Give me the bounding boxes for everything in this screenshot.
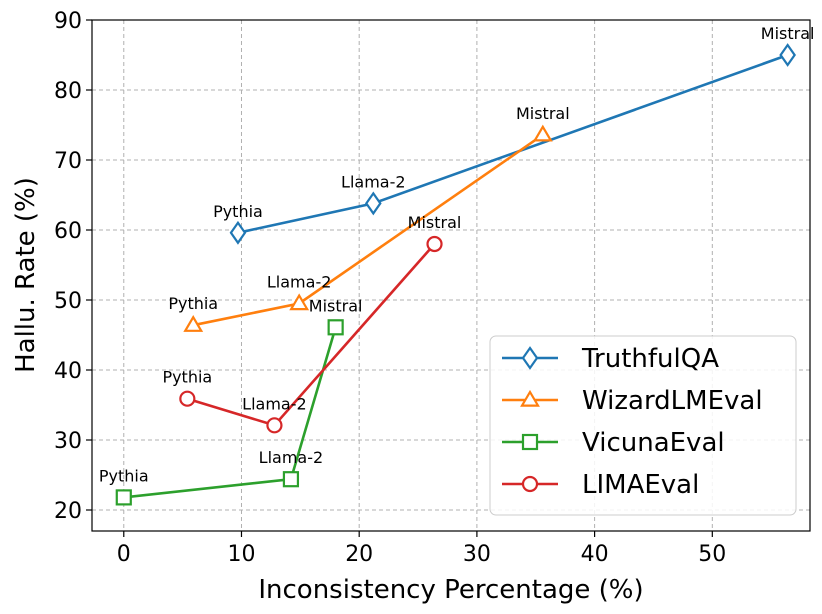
legend-box: [489, 335, 797, 516]
x-tick-label: 40: [581, 542, 609, 567]
series-line-truthfulqa: [237, 53, 789, 235]
data-point-vicunaeval: [327, 319, 344, 336]
data-point-truthfulqa: [229, 220, 247, 245]
x-tick-label: 0: [117, 542, 131, 567]
point-label: Mistral: [761, 24, 815, 43]
point-label: Llama-2: [259, 448, 324, 467]
series-limaeval: [179, 235, 443, 434]
legend-marker: [521, 433, 539, 451]
series-vicunaeval: [115, 319, 344, 506]
data-point-vicunaeval: [115, 489, 132, 506]
point-label: Llama-2: [267, 273, 332, 292]
x-tick-label: 30: [463, 542, 491, 567]
series-wizardlmeval: [183, 124, 553, 332]
axis-ticks: 0 10 20 30 40 50 20 30 40 50 60 70 80 90: [54, 9, 726, 567]
legend-label: LIMAEval: [582, 470, 699, 500]
data-point-truthfulqa: [779, 43, 796, 67]
data-point-truthfulqa: [364, 191, 382, 216]
legend-marker: [521, 346, 539, 370]
series-truthfulqa: [229, 43, 796, 245]
x-tick-label: 10: [227, 542, 255, 567]
legend-label: VicunaEval: [582, 428, 725, 458]
series-line-limaeval: [186, 243, 436, 427]
legend: TruthfulQA WizardLMEval VicunaEval LIMAEval: [489, 335, 797, 516]
point-label: Mistral: [309, 296, 363, 315]
legend-item-limaeval: LIMAEval: [502, 470, 699, 500]
y-tick-label: 40: [54, 359, 82, 384]
legend-marker: [520, 389, 540, 407]
legend-item-truthfulqa: TruthfulQA: [502, 344, 719, 374]
x-axis-label: Inconsistency Percentage (%): [258, 575, 643, 605]
data-point-limaeval: [266, 417, 283, 434]
data-point-limaeval: [179, 390, 196, 407]
x-tick-label: 50: [698, 542, 726, 567]
y-tick-label: 80: [54, 79, 82, 104]
data-point-wizardlmeval: [532, 124, 553, 142]
point-labels: Pythia Llama-2 Mistral Pythia Llama-2 Mistral…: [99, 24, 815, 485]
point-label: Pythia: [213, 202, 263, 221]
legend-marker: [521, 475, 539, 493]
data-point-limaeval: [426, 235, 443, 253]
y-tick-label: 60: [54, 219, 82, 244]
point-label: Llama-2: [242, 394, 307, 413]
legend-item-wizardlmeval: WizardLMEval: [502, 386, 763, 416]
series-layer: [115, 43, 796, 506]
data-point-wizardlmeval: [289, 293, 310, 311]
point-label: Pythia: [99, 466, 149, 485]
point-label: Pythia: [168, 294, 218, 313]
y-tick-label: 20: [54, 499, 82, 524]
data-point-vicunaeval: [282, 471, 300, 488]
point-label: Mistral: [408, 213, 462, 232]
x-tick-label: 20: [345, 542, 373, 567]
y-tick-label: 50: [54, 289, 82, 314]
legend-item-vicunaeval: VicunaEval: [502, 428, 725, 458]
plot-frame: [91, 19, 811, 532]
point-label: Llama-2: [341, 172, 406, 191]
data-point-wizardlmeval: [183, 315, 204, 332]
legend-label: TruthfulQA: [581, 344, 719, 374]
legend-label: WizardLMEval: [582, 386, 763, 416]
y-axis-label: Hallu. Rate (%): [11, 177, 41, 373]
point-label: Mistral: [516, 104, 570, 123]
point-label: Pythia: [162, 368, 212, 387]
y-tick-label: 30: [54, 429, 82, 454]
y-tick-label: 90: [54, 9, 82, 34]
y-tick-label: 70: [54, 149, 82, 174]
